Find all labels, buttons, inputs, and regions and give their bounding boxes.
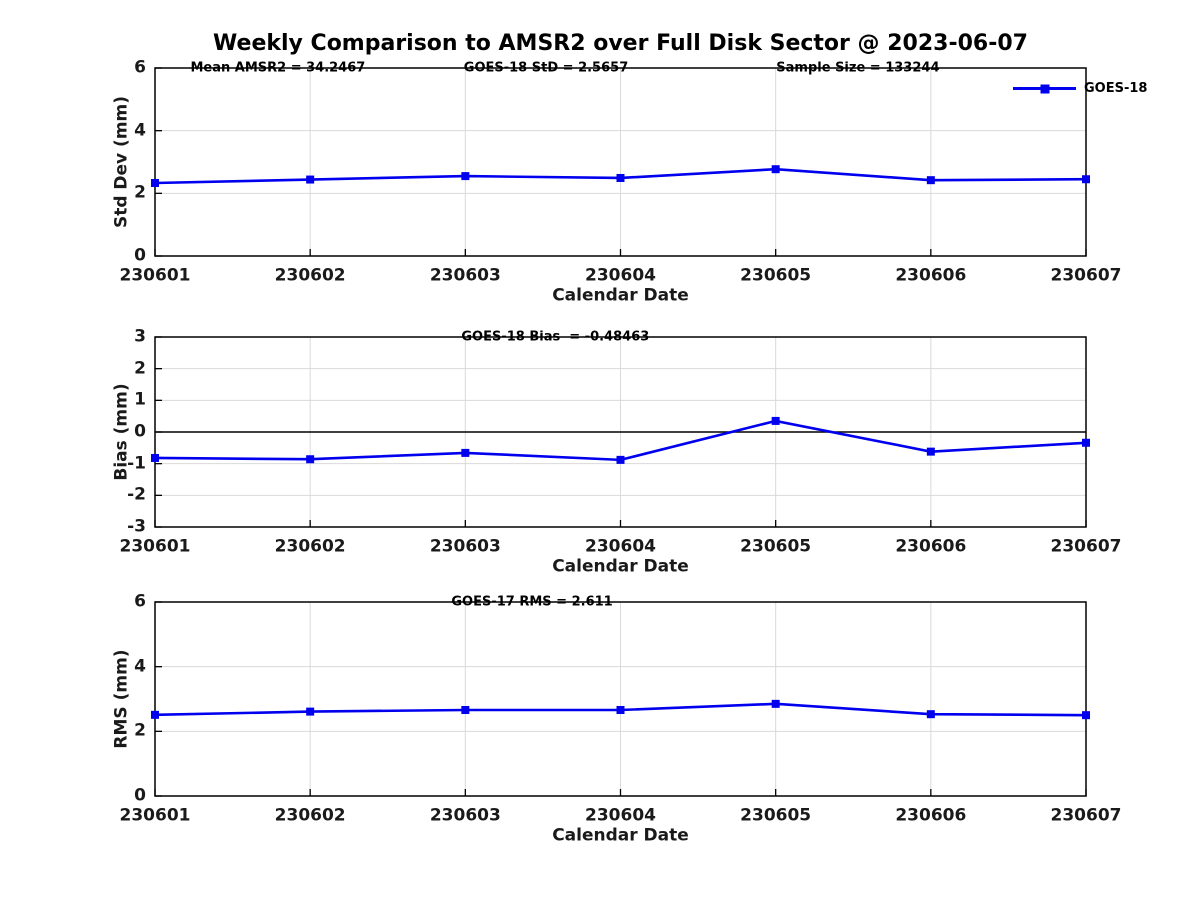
x-tick-label: 230607 [1050,805,1122,826]
annotation: GOES-18 Bias = -0.48463 [461,329,650,345]
data-point-marker [461,172,470,181]
rms-plot-area [151,601,1090,797]
y-tick-label: 4 [134,656,146,677]
y-tick-label: -1 [127,453,146,474]
y-tick-label: 0 [134,245,146,266]
x-tick-label: 230603 [429,536,501,557]
x-tick-label: 230604 [585,536,656,557]
data-point-marker [616,455,625,464]
data-point-marker [616,173,625,182]
figure-title: Weekly Comparison to AMSR2 over Full Dis… [213,31,1028,56]
x-tick-label: 230601 [119,805,191,826]
x-tick-label: 230607 [1050,265,1122,286]
x-tick-label: 230606 [895,805,967,826]
data-point-marker [461,448,470,457]
x-axis-label: Calendar Date [552,825,689,846]
rms-chart: 230601 230602 230603 230604 230605 230606 2306… [112,593,1122,844]
annotation: Sample Size = 133244 [776,60,940,76]
x-tick-label: 230601 [119,265,191,286]
data-point-marker [771,165,780,174]
legend: GOES-18 [1013,81,1147,96]
data-point-marker [306,455,315,464]
x-axis-label: Calendar Date [552,556,689,577]
x-tick-label: 230605 [740,536,812,557]
legend-label: GOES-18 [1084,81,1148,96]
bias-plot-area [151,336,1090,528]
bias-chart: 230601 230602 230603 230604 230605 230606 2306… [112,328,1122,575]
data-point-marker [151,178,159,187]
data-point-marker [306,175,315,184]
data-point-marker [771,416,780,425]
x-tick-label: 230605 [740,265,812,286]
data-point-marker [771,699,780,708]
data-point-marker [926,447,935,456]
x-tick-label: 230604 [585,805,656,826]
data-point-marker [151,710,159,719]
data-point-marker [306,707,315,716]
x-tick-label: 230607 [1050,536,1122,557]
data-point-marker [151,453,159,462]
annotation: GOES-18 StD = 2.5657 [463,60,629,76]
y-tick-label: 4 [134,120,146,141]
data-point-marker [616,705,625,714]
y-tick-label: 0 [134,785,146,806]
x-axis-label: Calendar Date [552,285,689,306]
data-point-marker [1082,711,1090,720]
x-tick-label: 230606 [895,265,967,286]
y-tick-label: 0 [134,421,146,442]
std-dev-plot-area [151,67,1090,257]
x-tick-label: 230606 [895,536,967,557]
std-dev-chart: 230601 230602 230603 230604 230605 230606 2306… [112,59,1122,304]
x-tick-label: 230602 [274,536,346,557]
annotation: GOES-17 RMS = 2.611 [451,594,613,610]
y-tick-label: -3 [127,516,146,537]
data-point-marker [926,710,935,719]
y-axis-label: RMS (mm) [111,649,132,749]
data-point-marker [926,176,935,185]
x-tick-label: 230604 [585,265,656,286]
annotation: Mean AMSR2 = 34.2467 [190,60,366,76]
y-tick-label: -2 [127,484,146,505]
y-tick-label: 1 [134,389,146,410]
x-tick-label: 230603 [429,265,501,286]
legend-marker [1040,84,1049,93]
x-tick-label: 230601 [119,536,191,557]
data-point-marker [1082,175,1090,184]
y-tick-label: 6 [134,591,146,612]
x-tick-label: 230602 [274,265,346,286]
y-tick-label: 3 [134,326,146,347]
x-tick-label: 230603 [429,805,501,826]
x-tick-label: 230602 [274,805,346,826]
y-tick-label: 2 [134,182,146,203]
data-point-marker [461,705,470,714]
y-tick-label: 2 [134,358,146,379]
data-point-marker [1082,438,1090,447]
x-tick-label: 230605 [740,805,812,826]
y-axis-label: Bias (mm) [111,383,132,481]
y-axis-label: Std Dev (mm) [111,95,132,229]
y-tick-label: 2 [134,720,146,741]
y-tick-label: 6 [134,57,146,78]
legend-line-sample [1013,84,1076,93]
